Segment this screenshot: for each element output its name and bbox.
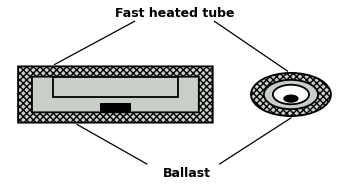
Text: Ballast: Ballast [163,167,211,180]
Circle shape [251,73,331,116]
FancyBboxPatch shape [18,66,213,123]
Bar [53,77,178,97]
Circle shape [273,85,309,104]
Text: Fast heated tube: Fast heated tube [115,7,234,20]
Circle shape [283,94,299,103]
FancyBboxPatch shape [32,77,199,112]
Circle shape [264,80,318,109]
Bar [100,103,131,112]
